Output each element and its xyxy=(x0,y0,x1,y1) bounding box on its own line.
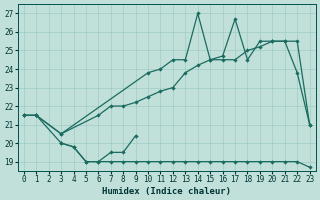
X-axis label: Humidex (Indice chaleur): Humidex (Indice chaleur) xyxy=(102,187,231,196)
